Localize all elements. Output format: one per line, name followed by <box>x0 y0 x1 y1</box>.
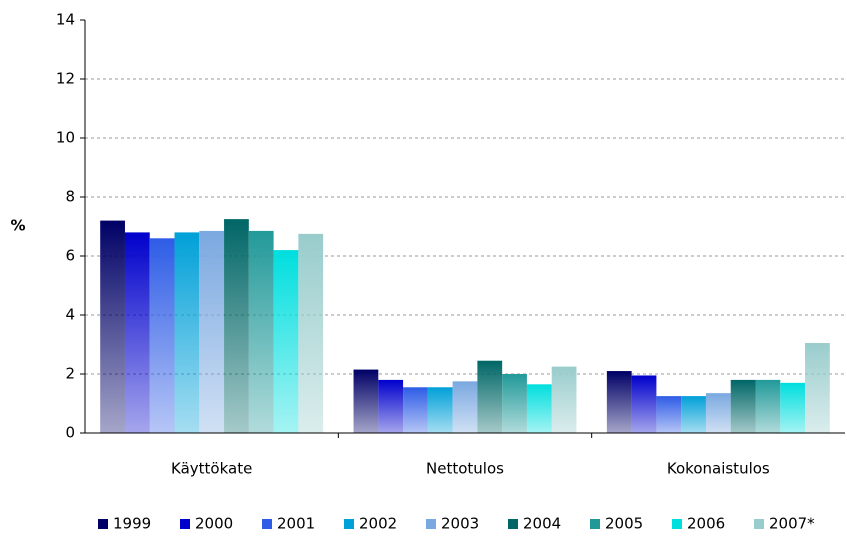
y-tick-label: 14 <box>56 11 75 29</box>
bar <box>378 379 404 433</box>
legend-swatch <box>754 519 764 529</box>
y-axis-label: % <box>10 217 25 235</box>
bar <box>631 375 657 433</box>
legend-label: 2002 <box>359 515 397 533</box>
bar <box>174 232 200 433</box>
legend-label: 2001 <box>277 515 315 533</box>
bar <box>477 360 503 433</box>
bar <box>502 374 527 433</box>
bar <box>273 250 299 433</box>
bar <box>526 384 552 433</box>
y-tick-label: 0 <box>65 424 75 442</box>
x-tick-label: Nettotulos <box>426 460 504 478</box>
bar <box>403 387 428 433</box>
legend-label: 2007* <box>769 515 815 533</box>
x-tick-label: Kokonaistulos <box>667 460 770 478</box>
legend-swatch <box>508 519 518 529</box>
legend-swatch <box>98 519 108 529</box>
bar <box>681 396 706 433</box>
x-tick-label: Käyttökate <box>171 460 252 478</box>
y-tick-label: 12 <box>56 70 75 88</box>
legend-label: 2006 <box>687 515 725 533</box>
legend-label: 2003 <box>441 515 479 533</box>
legend-swatch <box>426 519 436 529</box>
bar <box>298 233 324 433</box>
y-tick-label: 6 <box>65 247 75 265</box>
legend-label: 2000 <box>195 515 233 533</box>
bar <box>452 381 478 433</box>
legend-swatch <box>262 519 272 529</box>
legend-swatch <box>672 519 682 529</box>
bar <box>705 393 731 433</box>
legend-label: 2005 <box>605 515 643 533</box>
legend-swatch <box>344 519 354 529</box>
y-tick-label: 10 <box>56 129 75 147</box>
bar <box>805 343 830 433</box>
legend-label: 2004 <box>523 515 561 533</box>
bar <box>199 230 225 433</box>
bar <box>780 382 806 433</box>
y-tick-label: 2 <box>65 365 75 383</box>
bar <box>606 371 632 433</box>
bar <box>427 387 453 433</box>
bar <box>551 366 577 433</box>
bar <box>730 379 756 433</box>
bar <box>100 220 125 433</box>
legend-swatch <box>180 519 190 529</box>
bar <box>755 379 781 433</box>
bar <box>248 230 274 433</box>
bar <box>224 219 249 433</box>
legend-label: 1999 <box>113 515 151 533</box>
y-tick-label: 4 <box>65 306 75 324</box>
bar <box>353 369 379 433</box>
y-tick-label: 8 <box>65 188 75 206</box>
bar <box>656 396 682 433</box>
bar <box>124 232 150 433</box>
bar <box>149 238 175 433</box>
legend-swatch <box>590 519 600 529</box>
